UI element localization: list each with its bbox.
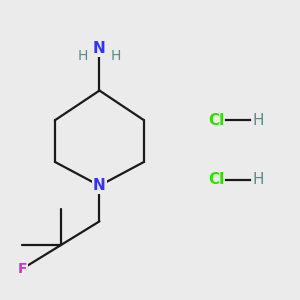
Text: Cl: Cl [208,113,224,128]
Text: H: H [253,113,264,128]
Text: N: N [93,41,106,56]
Text: H: H [253,172,264,187]
Text: H: H [111,50,121,63]
Text: H: H [78,50,88,63]
Text: Cl: Cl [208,172,224,187]
Text: N: N [93,178,106,193]
Text: F: F [17,262,27,276]
